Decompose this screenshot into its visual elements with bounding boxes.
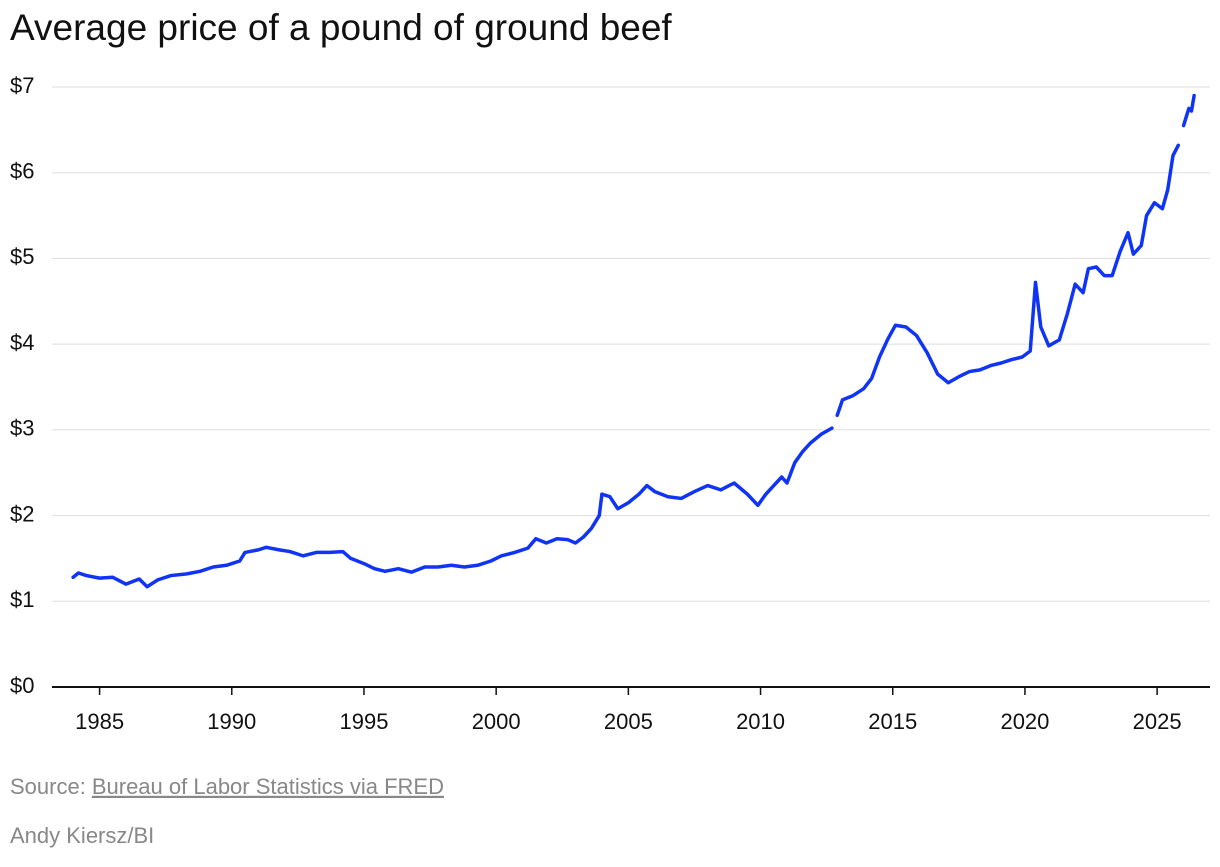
x-tick-label: 2020 bbox=[1000, 709, 1049, 734]
x-tick-label: 2015 bbox=[868, 709, 917, 734]
credit: Andy Kiersz/BI bbox=[10, 823, 154, 848]
y-tick-label: $7 bbox=[10, 73, 34, 98]
chart-title: Average price of a pound of ground beef bbox=[10, 7, 672, 48]
source-label: Source: bbox=[10, 774, 86, 799]
price-line bbox=[71, 93, 1196, 589]
x-tick-label: 2000 bbox=[472, 709, 521, 734]
y-tick-label: $5 bbox=[10, 244, 34, 269]
x-tick-label: 2025 bbox=[1133, 709, 1182, 734]
y-tick-label: $2 bbox=[10, 501, 34, 526]
y-tick-label: $1 bbox=[10, 587, 34, 612]
y-tick-label: $4 bbox=[10, 330, 34, 355]
x-tick-label: 2010 bbox=[736, 709, 785, 734]
y-tick-label: $3 bbox=[10, 416, 34, 441]
x-tick-label: 2005 bbox=[604, 709, 653, 734]
source-link[interactable]: Bureau of Labor Statistics via FRED bbox=[92, 774, 444, 799]
x-tick-label: 1995 bbox=[339, 709, 388, 734]
y-tick-label: $6 bbox=[10, 159, 34, 184]
x-tick-label: 1985 bbox=[75, 709, 124, 734]
x-tick-label: 1990 bbox=[207, 709, 256, 734]
y-tick-label: $0 bbox=[10, 673, 34, 698]
